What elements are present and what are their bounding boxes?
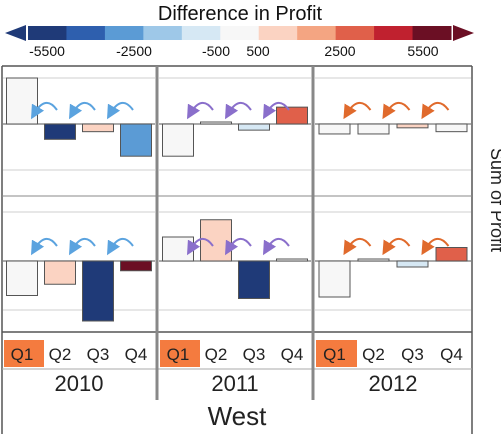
- bar-2011-Q4: [277, 107, 308, 124]
- arrow-2010-2: [72, 239, 95, 250]
- year-label: 2010: [55, 371, 104, 396]
- quarter-label: Q4: [281, 345, 304, 364]
- arrow-2010-3: [110, 103, 133, 114]
- bar-2012-Q1: [319, 261, 350, 297]
- x-axis-labels: Q1 Q2 Q3 Q4 2010 Q1 Q2 Q3 Q4 2011 Q1 Q2 Q3 Q4 2012: [4, 340, 463, 396]
- bar-2010-Q3: [83, 261, 114, 321]
- legend-tick: 2500: [324, 43, 355, 59]
- legend-title: Difference in Profit: [158, 3, 323, 25]
- year-label: 2011: [211, 371, 258, 396]
- legend-tick: 5500: [407, 43, 438, 59]
- bar-2010-Q1: [7, 78, 38, 124]
- legend-swatch: [336, 26, 375, 40]
- panel-2011-row2: [159, 212, 311, 310]
- legend-swatches: [28, 26, 452, 40]
- arrow-2012-1: [347, 103, 371, 114]
- panels: [3, 78, 471, 321]
- legend-tick: -500: [202, 43, 230, 59]
- bar-2011-Q4: [277, 259, 308, 261]
- legend-swatch: [28, 26, 67, 40]
- bar-2010-Q2: [45, 261, 76, 284]
- legend-swatch: [105, 26, 144, 40]
- arrow-2011-1: [190, 103, 213, 114]
- arrow-2012-2: [386, 103, 410, 114]
- bar-2010-Q2: [45, 124, 76, 139]
- quarter-label: Q2: [49, 345, 72, 364]
- bar-2012-Q3: [397, 261, 428, 267]
- panel-2012-row2: [315, 212, 471, 310]
- bar-2011-Q1: [163, 124, 194, 156]
- bar-2010-Q4: [121, 124, 152, 156]
- panel-2012-row1: [315, 78, 471, 170]
- arrow-2011-3: [266, 239, 289, 250]
- legend: Difference in Profit -5500 -2500 -500 50…: [5, 3, 474, 59]
- bar-2012-Q4: [436, 124, 467, 132]
- arrow-2012-3: [425, 103, 449, 114]
- quarter-label: Q2: [205, 345, 228, 364]
- legend-swatch: [413, 26, 452, 40]
- arrow-2010-1: [34, 239, 57, 250]
- bar-2012-Q2: [358, 259, 389, 261]
- bar-2011-Q2: [201, 220, 232, 261]
- bar-2012-Q1: [319, 124, 350, 134]
- region-label: West: [208, 401, 268, 431]
- quarter-label: Q3: [243, 345, 266, 364]
- legend-left-arrow: [5, 25, 26, 41]
- y-axis-label: Sum of Profit: [487, 148, 501, 252]
- legend-right-arrow: [453, 25, 474, 41]
- bar-2011-Q1: [163, 237, 194, 261]
- legend-tick: -5500: [29, 43, 65, 59]
- bar-2011-Q3: [239, 124, 270, 130]
- quarter-label: Q3: [87, 345, 110, 364]
- quarter-label: Q4: [125, 345, 148, 364]
- bar-2011-Q3: [239, 261, 270, 299]
- quarter-label: Q1: [323, 345, 346, 364]
- bar-2012-Q3: [397, 124, 428, 128]
- legend-swatch: [182, 26, 221, 40]
- arrow-2010-2: [72, 103, 95, 114]
- bar-2010-Q3: [83, 124, 114, 132]
- legend-swatch: [374, 26, 413, 40]
- legend-swatch: [259, 26, 298, 40]
- arrow-2011-2: [228, 103, 251, 114]
- legend-swatch: [297, 26, 336, 40]
- legend-tick: 500: [246, 43, 270, 59]
- panel-2011-row1: [159, 78, 311, 170]
- bar-2010-Q4: [121, 261, 152, 271]
- panel-2010-row2: [3, 212, 155, 321]
- bar-2011-Q2: [201, 122, 232, 124]
- legend-swatch: [143, 26, 182, 40]
- legend-swatch: [66, 26, 105, 40]
- quarter-label: Q3: [401, 345, 424, 364]
- quarter-label: Q1: [167, 345, 190, 364]
- bar-2012-Q4: [436, 248, 467, 262]
- arrow-2012-1: [347, 239, 371, 250]
- quarter-label: Q2: [362, 345, 385, 364]
- year-label: 2012: [369, 371, 418, 396]
- quarter-label: Q4: [440, 345, 463, 364]
- arrow-2012-2: [386, 239, 410, 250]
- legend-swatch: [220, 26, 259, 40]
- legend-tick: -2500: [116, 43, 152, 59]
- bar-2010-Q1: [7, 261, 38, 296]
- bar-2012-Q2: [358, 124, 389, 134]
- panel-2010-row1: [3, 78, 155, 170]
- quarter-label: Q1: [11, 345, 34, 364]
- arrow-2010-3: [110, 239, 133, 250]
